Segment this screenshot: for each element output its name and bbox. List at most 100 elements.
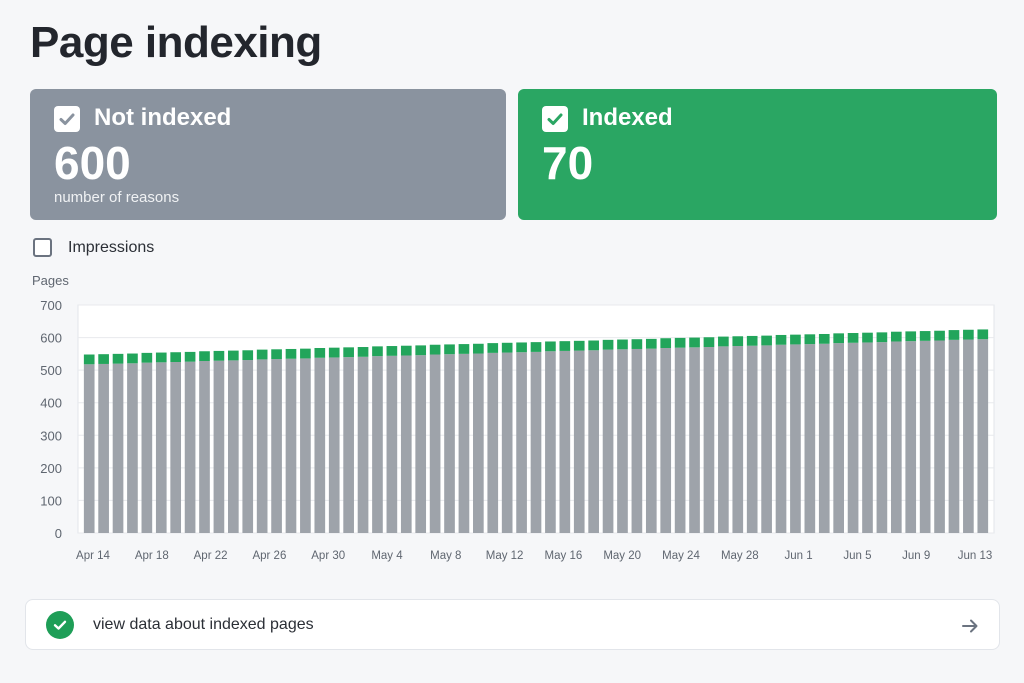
- bar-indexed: [761, 335, 772, 346]
- bar-not-indexed: [559, 350, 571, 533]
- view-indexed-pages-link[interactable]: view data about indexed pages: [25, 599, 1000, 650]
- bar-indexed: [199, 351, 210, 362]
- bar-indexed: [660, 338, 672, 348]
- x-tick-label: Jun 9: [902, 550, 930, 562]
- bar-indexed: [890, 331, 902, 342]
- bar-not-indexed: [631, 348, 643, 533]
- bar-indexed: [876, 332, 888, 343]
- bar-not-indexed: [155, 362, 167, 533]
- bar-indexed: [530, 342, 542, 352]
- x-tick-label: Apr 22: [194, 550, 228, 562]
- bar-not-indexed: [818, 343, 830, 533]
- bar-indexed: [516, 342, 527, 353]
- x-tick-label: Jun 1: [785, 550, 813, 562]
- not-indexed-value: 600: [54, 137, 131, 189]
- bar-not-indexed: [617, 349, 628, 533]
- bar-indexed: [775, 334, 787, 345]
- bar-not-indexed: [199, 361, 210, 533]
- bar-not-indexed: [588, 350, 599, 533]
- bar-indexed: [545, 341, 556, 352]
- bar-not-indexed: [934, 340, 945, 533]
- bar-not-indexed: [703, 347, 715, 533]
- y-tick-label: 100: [40, 493, 62, 508]
- bar-indexed: [184, 351, 196, 362]
- bar-indexed: [155, 352, 167, 363]
- bar-indexed: [444, 344, 455, 355]
- bar-indexed: [170, 352, 182, 362]
- bar-indexed: [242, 350, 254, 361]
- bar-not-indexed: [127, 363, 138, 533]
- bar-indexed: [213, 350, 225, 361]
- y-tick-label: 700: [40, 298, 62, 313]
- bar-not-indexed: [516, 352, 527, 533]
- impressions-checkbox[interactable]: [33, 238, 52, 257]
- bar-indexed: [804, 334, 816, 345]
- bar-not-indexed: [444, 354, 455, 533]
- bar-indexed: [833, 333, 844, 344]
- y-tick-label: 400: [40, 396, 62, 411]
- bar-not-indexed: [732, 346, 744, 533]
- checkbox-checked-icon[interactable]: [542, 106, 568, 132]
- bar-not-indexed: [602, 349, 614, 533]
- bar-indexed: [285, 348, 297, 359]
- bar-indexed: [141, 352, 153, 363]
- bar-not-indexed: [919, 340, 931, 533]
- x-tick-label: May 4: [371, 550, 403, 562]
- impressions-label[interactable]: Impressions: [68, 239, 155, 256]
- bar-indexed: [300, 348, 311, 359]
- bar-not-indexed: [963, 339, 974, 533]
- bar-indexed: [328, 347, 340, 358]
- bar-indexed: [559, 341, 571, 351]
- bar-not-indexed: [228, 360, 239, 533]
- bar-not-indexed: [83, 364, 95, 533]
- x-tick-label: May 28: [721, 550, 759, 562]
- bar-not-indexed: [429, 354, 441, 533]
- bar-indexed: [948, 330, 960, 340]
- bar-not-indexed: [790, 344, 801, 533]
- bar-not-indexed: [833, 343, 844, 533]
- bar-indexed: [588, 340, 599, 351]
- bar-not-indexed: [804, 344, 816, 533]
- bar-not-indexed: [501, 352, 513, 533]
- x-tick-label: Apr 18: [135, 550, 169, 562]
- x-tick-label: May 12: [486, 550, 524, 562]
- bar-not-indexed: [473, 353, 484, 533]
- bar-not-indexed: [775, 344, 787, 533]
- bar-indexed: [501, 342, 513, 353]
- bar-not-indexed: [386, 355, 398, 533]
- bar-indexed: [343, 347, 354, 358]
- bar-not-indexed: [718, 346, 729, 533]
- indexed-card[interactable]: Indexed 70: [518, 89, 997, 220]
- not-indexed-card[interactable]: Not indexed 600 number of reasons: [30, 89, 506, 220]
- bar-indexed: [415, 345, 427, 356]
- bar-indexed: [674, 337, 686, 348]
- x-tick-label: May 8: [430, 550, 461, 562]
- y-axis-label: Pages: [32, 273, 69, 288]
- check-circle-icon: [46, 611, 74, 639]
- bar-not-indexed: [545, 351, 556, 533]
- checkbox-checked-icon[interactable]: [54, 106, 80, 132]
- x-tick-label: Apr 30: [311, 550, 345, 562]
- arrow-right-icon[interactable]: [959, 615, 981, 642]
- x-tick-label: Apr 14: [76, 550, 110, 562]
- bar-not-indexed: [285, 358, 297, 533]
- pages-chart: Pages 0 100 200 300 400 500 600 700 Apr 14 Apr 18 A…: [32, 273, 995, 562]
- y-tick-label: 300: [40, 428, 62, 443]
- bar-indexed: [718, 336, 729, 347]
- bar-not-indexed: [415, 355, 427, 533]
- y-tick-label: 200: [40, 461, 62, 476]
- bar-not-indexed: [458, 353, 470, 533]
- bar-not-indexed: [314, 357, 326, 533]
- bar-not-indexed: [300, 358, 311, 533]
- bar-indexed: [977, 329, 989, 340]
- bar-indexed: [746, 335, 758, 346]
- bar-not-indexed: [660, 347, 672, 533]
- bar-not-indexed: [213, 360, 225, 533]
- bar-not-indexed: [357, 356, 369, 533]
- bar-indexed: [429, 344, 441, 355]
- indexed-value: 70: [542, 137, 594, 189]
- bar-not-indexed: [400, 355, 412, 533]
- bar-indexed: [573, 340, 585, 351]
- x-tick-label: Apr 26: [252, 550, 286, 562]
- x-tick-label: Jun 13: [958, 550, 993, 562]
